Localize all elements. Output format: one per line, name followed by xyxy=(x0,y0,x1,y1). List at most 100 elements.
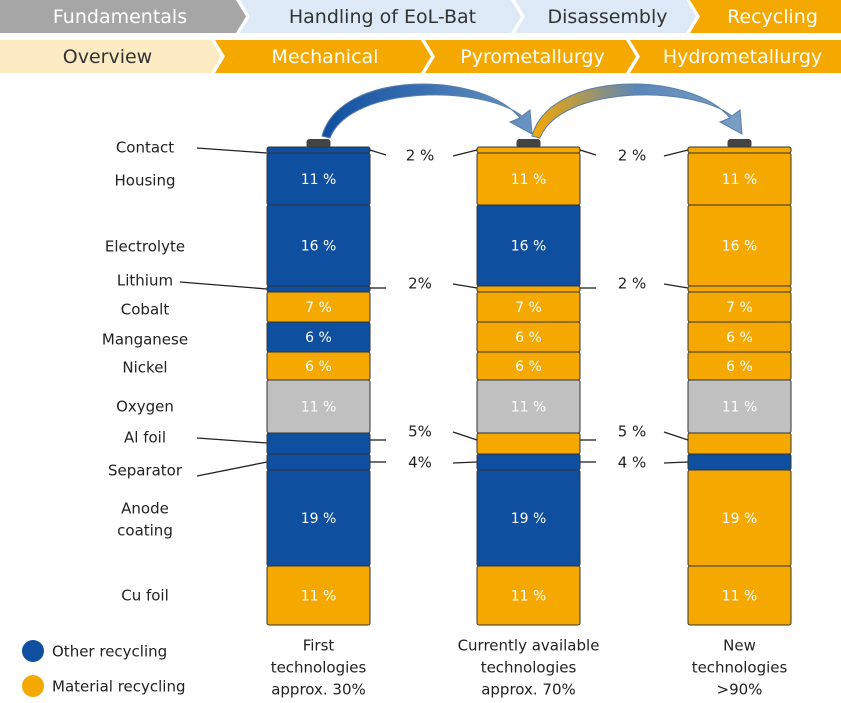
nav-label: Hydrometallurgy xyxy=(663,46,822,68)
segment-label: 6 % xyxy=(515,359,542,375)
segment-label: 7 % xyxy=(726,300,753,316)
component-label: Nickel xyxy=(122,359,167,377)
segment-label: 11 % xyxy=(722,172,758,188)
leader-line xyxy=(179,281,268,290)
percent-annotation: 5 % xyxy=(618,423,647,441)
battery-segment xyxy=(687,285,792,293)
segment-label: 16 % xyxy=(722,239,758,255)
battery-segment xyxy=(476,285,581,293)
segment-label: 7 % xyxy=(515,300,542,316)
leader-line xyxy=(579,149,597,156)
arrows xyxy=(321,83,743,139)
leader-line xyxy=(452,283,478,289)
component-label: Cu foil xyxy=(121,587,169,605)
percent-annotation: 2% xyxy=(408,275,432,293)
component-label: Electrolyte xyxy=(105,238,185,256)
leader-line xyxy=(196,461,268,477)
leader-line xyxy=(663,461,689,464)
segment-label: 11 % xyxy=(511,172,547,188)
segment-label: 6 % xyxy=(726,330,753,346)
column-caption: approx. 30% xyxy=(271,681,366,699)
leader-line xyxy=(369,149,387,156)
segment-label: 6 % xyxy=(305,359,332,375)
legend-swatch xyxy=(22,640,44,662)
battery-segment xyxy=(687,146,792,154)
battery-segment xyxy=(266,146,371,154)
legend-label: Material recycling xyxy=(52,678,186,696)
segment-label: 16 % xyxy=(511,239,547,255)
battery-segment xyxy=(476,146,581,154)
segment-label: 6 % xyxy=(305,330,332,346)
component-label: coating xyxy=(117,522,173,540)
component-label: Separator xyxy=(108,462,183,480)
column-caption: technologies xyxy=(481,659,577,677)
battery-cap xyxy=(306,139,331,148)
nav-tab[interactable] xyxy=(515,0,696,33)
battery-segment xyxy=(687,565,792,626)
nav-tab[interactable] xyxy=(215,40,431,73)
percent-annotation: 5% xyxy=(408,423,432,441)
segment-label: 11 % xyxy=(301,172,337,188)
nav-tab[interactable] xyxy=(425,40,636,73)
battery-segment xyxy=(476,453,581,471)
battery-cap xyxy=(727,139,752,148)
nav-tab[interactable] xyxy=(0,0,246,33)
nav-tab[interactable] xyxy=(0,40,221,73)
segment-label: 11 % xyxy=(511,589,547,605)
leader-line xyxy=(663,283,689,289)
column-caption: >90% xyxy=(717,681,763,699)
battery-segment xyxy=(687,432,792,455)
nav-tab[interactable] xyxy=(630,40,841,73)
nav-label: Fundamentals xyxy=(53,6,187,28)
nav-label: Disassembly xyxy=(547,6,667,28)
segment-label: 11 % xyxy=(301,589,337,605)
segment-label: 11 % xyxy=(722,589,758,605)
battery-segment xyxy=(266,565,371,626)
segment-label: 19 % xyxy=(722,511,758,527)
column-caption: Currently available xyxy=(458,637,600,655)
nav-label: Pyrometallurgy xyxy=(460,46,604,68)
column-caption: New xyxy=(723,637,756,655)
battery-segment xyxy=(266,453,371,471)
battery-segment xyxy=(476,432,581,455)
column-caption: technologies xyxy=(692,659,788,677)
segment-label: 7 % xyxy=(305,300,332,316)
column-caption: First xyxy=(303,637,335,655)
segment-label: 19 % xyxy=(301,511,337,527)
percent-annotation: 2 % xyxy=(618,275,647,293)
component-label: Cobalt xyxy=(121,301,170,319)
component-label: Housing xyxy=(115,172,176,190)
leader-line xyxy=(452,149,478,157)
battery-cap xyxy=(516,139,541,148)
column-caption: approx. 70% xyxy=(481,681,576,699)
battery-segment xyxy=(266,432,371,455)
leader-line xyxy=(196,437,268,444)
component-label: Lithium xyxy=(117,272,173,290)
nav-tab[interactable] xyxy=(690,0,841,33)
leader-line xyxy=(663,431,689,441)
component-label: Manganese xyxy=(102,331,188,349)
leader-line xyxy=(196,147,268,154)
component-label: Anode xyxy=(121,500,169,518)
segment-label: 19 % xyxy=(511,511,547,527)
nav-label: Handling of EoL-Bat xyxy=(289,6,476,28)
segment-label: 11 % xyxy=(722,400,758,416)
leader-line xyxy=(452,461,478,464)
component-label: Contact xyxy=(116,139,174,157)
battery-segment xyxy=(266,285,371,293)
component-label: Oxygen xyxy=(116,398,174,416)
arrow xyxy=(531,83,743,139)
battery-segment xyxy=(687,453,792,471)
leader-line xyxy=(663,149,689,157)
percent-annotation: 2 % xyxy=(406,147,435,165)
legend-swatch xyxy=(22,675,44,697)
segment-label: 11 % xyxy=(511,400,547,416)
segment-label: 6 % xyxy=(726,359,753,375)
arrow xyxy=(321,83,533,139)
legend-label: Other recycling xyxy=(52,643,167,661)
segment-label: 11 % xyxy=(301,400,337,416)
nav-tab[interactable] xyxy=(240,0,521,33)
battery-segment xyxy=(476,565,581,626)
column-caption: technologies xyxy=(271,659,367,677)
